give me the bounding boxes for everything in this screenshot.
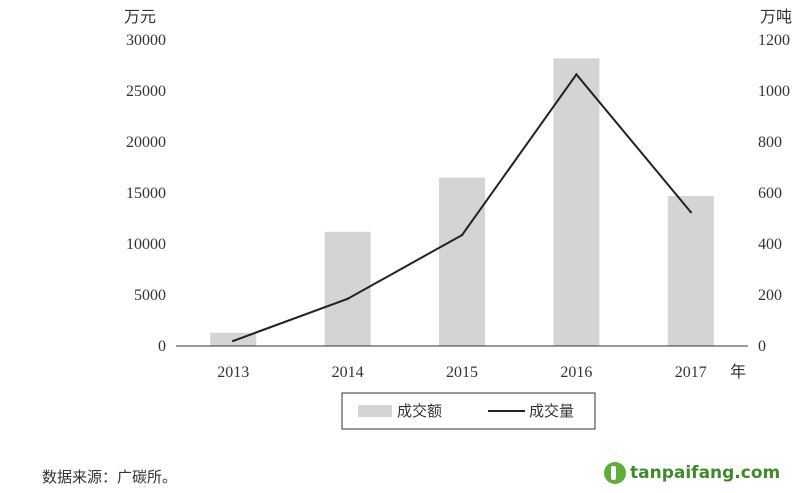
y-left-unit-label: 万元 bbox=[124, 9, 156, 26]
bar-2017 bbox=[667, 196, 714, 346]
y-left-tick-label: 15000 bbox=[126, 185, 166, 202]
y-left-tick-label: 20000 bbox=[126, 134, 166, 151]
y-left-tick-label: 25000 bbox=[126, 83, 166, 100]
y-right-tick-label: 0 bbox=[758, 338, 766, 355]
line-point-2016 bbox=[575, 73, 578, 76]
legend-swatch-bar bbox=[358, 405, 392, 417]
x-axis-label: 年 bbox=[730, 363, 746, 381]
line-point-2013 bbox=[232, 339, 235, 343]
bar-2015 bbox=[439, 177, 485, 346]
x-tick-label: 2013 bbox=[217, 364, 249, 381]
y-right-tick-label: 1000 bbox=[758, 83, 790, 100]
line-point-2014 bbox=[346, 297, 349, 301]
leaf-logo-icon bbox=[604, 462, 626, 484]
y-right-tick-label: 800 bbox=[758, 134, 782, 151]
x-tick-label: 2014 bbox=[332, 364, 364, 381]
legend-label-bar: 成交额 bbox=[397, 402, 442, 420]
line-point-2015 bbox=[460, 233, 464, 237]
legend-label-line: 成交量 bbox=[529, 402, 574, 420]
y-right-unit-label: 万吨 bbox=[760, 8, 792, 26]
line-point-2017 bbox=[689, 210, 692, 214]
y-right-tick-label: 1200 bbox=[758, 32, 790, 49]
watermark: tanpaifang.com bbox=[604, 460, 780, 486]
legend-box bbox=[341, 392, 596, 430]
y-left-tick-label: 30000 bbox=[126, 32, 166, 49]
y-right-tick-label: 600 bbox=[758, 185, 782, 202]
y-left-tick-label: 0 bbox=[158, 338, 166, 355]
y-right-tick-label: 400 bbox=[758, 236, 782, 253]
y-left-tick-label: 5000 bbox=[134, 287, 166, 304]
y-left-tick-label: 10000 bbox=[126, 236, 166, 253]
x-tick-label: 2017 bbox=[675, 364, 707, 381]
watermark-text: tanpaifang.com bbox=[630, 463, 781, 483]
source-note: 数据来源：广碳所。 bbox=[42, 468, 178, 486]
x-tick-label: 2015 bbox=[446, 364, 478, 381]
bar-2016 bbox=[553, 58, 600, 347]
bar-2014 bbox=[324, 231, 371, 346]
x-tick-label: 2016 bbox=[560, 364, 592, 381]
chart: 万元 万吨 0 5000 10000 15000 20000 25000 30000 0 200 40… bbox=[124, 8, 792, 430]
y-right-tick-label: 200 bbox=[758, 287, 782, 304]
